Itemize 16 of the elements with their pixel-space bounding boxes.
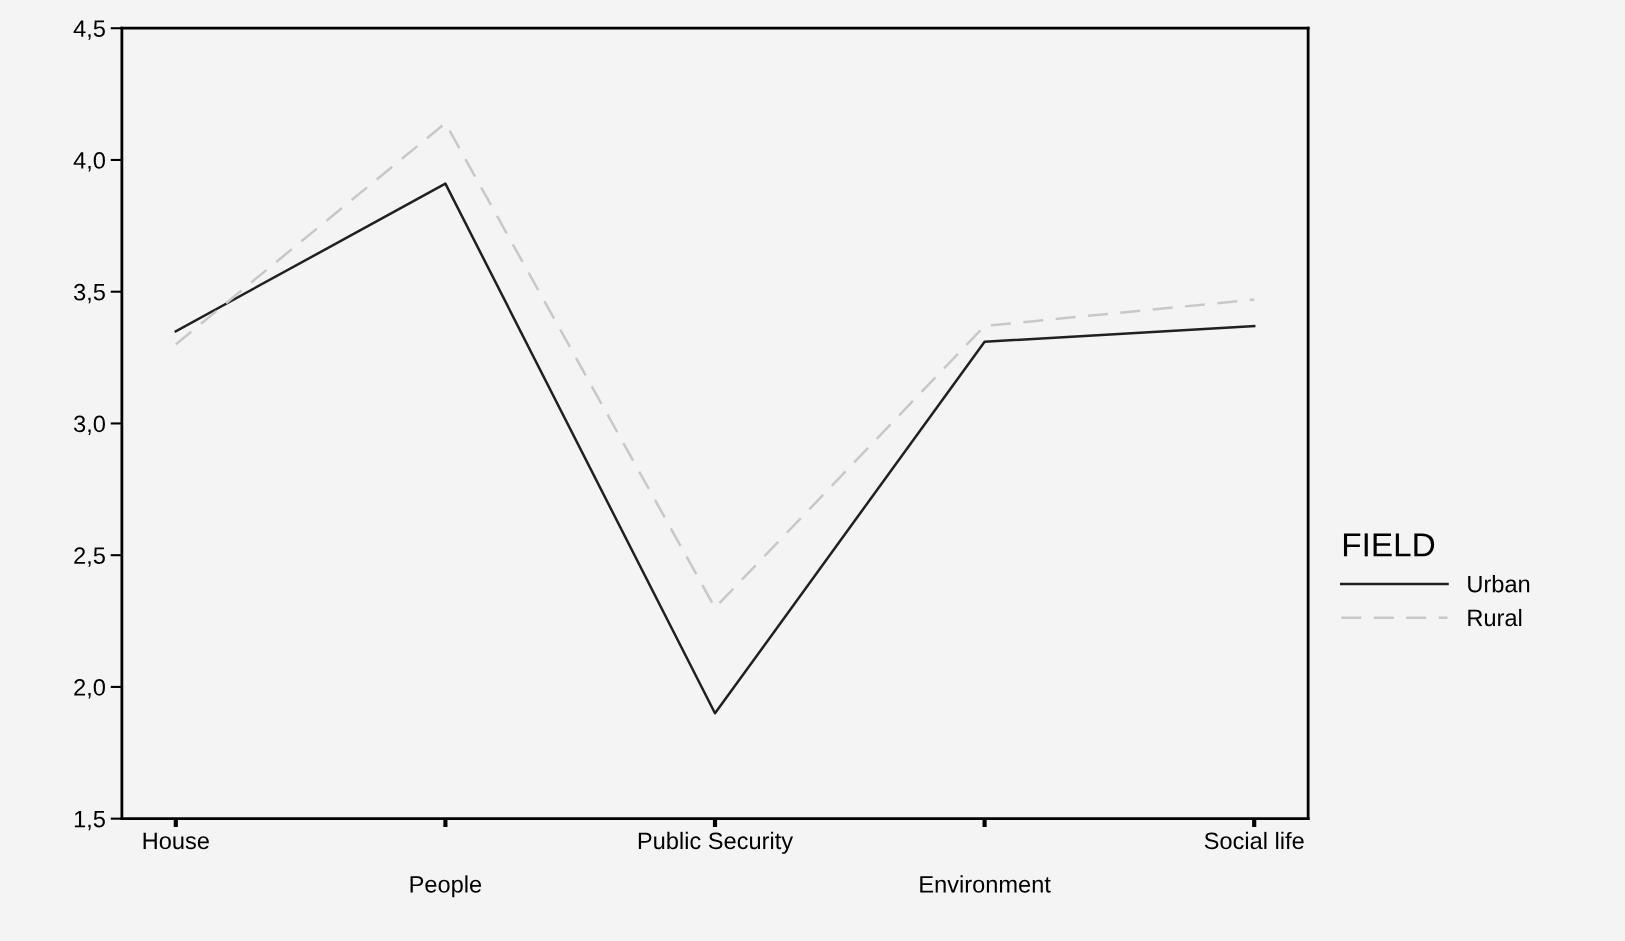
x-tick-label: People: [410, 875, 482, 898]
legend-label: Rural: [1468, 608, 1522, 627]
legend-title: FIELD: [1343, 533, 1435, 557]
x-tick-label: House: [143, 832, 209, 850]
y-tick-label: 1,5: [74, 810, 105, 831]
y-tick-label: 4,0: [73, 152, 105, 172]
y-tick-label: 3,0: [73, 415, 105, 436]
line-series: [174, 182, 1256, 715]
x-tick-label: Environment: [920, 875, 1051, 893]
y-tick-label: 2,5: [74, 547, 105, 567]
y-tick-label: 3,5: [73, 283, 105, 304]
y-tick-label: 4,5: [73, 20, 105, 40]
x-tick-label: Public Security: [638, 831, 794, 854]
y-tick-label: 2,0: [74, 679, 105, 699]
legend-label: Urban: [1468, 575, 1530, 593]
x-tick-label: Social life: [1204, 831, 1304, 850]
